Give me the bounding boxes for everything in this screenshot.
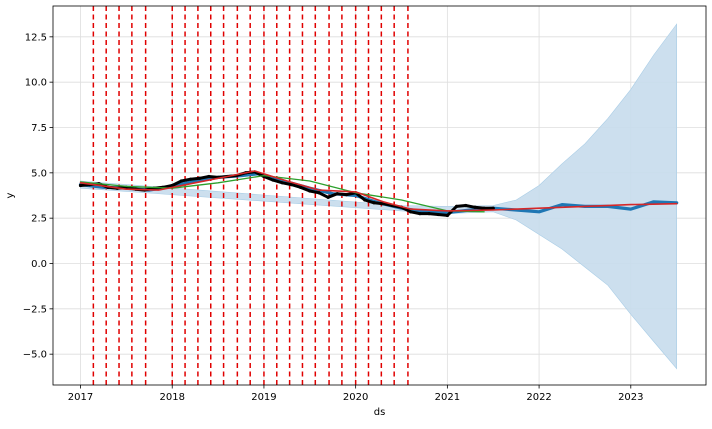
observed-point (464, 203, 468, 208)
observed-point (482, 206, 486, 210)
observed-point (170, 183, 174, 188)
observed-point (454, 204, 459, 208)
observed-point (381, 202, 385, 206)
x-tick-label: 2019 (251, 392, 276, 403)
x-tick-label: 2021 (435, 392, 460, 403)
y-tick-label: 5.0 (31, 168, 47, 179)
observed-point (78, 183, 83, 188)
y-tick-label: 2.5 (31, 214, 47, 225)
observed-point (198, 176, 202, 180)
y-tick-label: −5.0 (23, 350, 47, 361)
observed-point (409, 210, 413, 214)
observed-point (188, 177, 193, 181)
y-tick-label: 10.0 (25, 78, 47, 89)
observed-point (271, 178, 275, 182)
y-tick-label: −2.5 (23, 304, 47, 315)
x-tick-label: 2020 (343, 392, 368, 403)
observed-point (436, 212, 440, 217)
x-tick-label: 2018 (160, 392, 185, 403)
observed-point (207, 174, 211, 179)
y-tick-label: 12.5 (25, 32, 47, 43)
y-tick-label: 7.5 (31, 123, 47, 134)
observed-point (473, 205, 477, 209)
y-axis-label: y (5, 192, 16, 198)
observed-point (344, 192, 349, 197)
x-tick-label: 2023 (618, 392, 643, 403)
observed-point (427, 212, 431, 216)
x-axis-label: ds (374, 407, 386, 418)
observed-point (280, 181, 284, 185)
uncertainty-band (80, 23, 677, 370)
observed-point (179, 179, 183, 183)
observed-point (418, 212, 422, 216)
x-tick-label: 2022 (526, 392, 551, 403)
observed-point (308, 189, 312, 193)
observed-point (491, 206, 495, 210)
observed-point (372, 201, 376, 205)
observed-point (289, 183, 294, 187)
changepoint-layer (92, 6, 409, 385)
trend-line (79, 170, 678, 212)
plot-frame (52, 5, 707, 386)
observed-point (317, 191, 321, 195)
x-tick-label: 2017 (68, 392, 93, 403)
green-line (79, 174, 485, 213)
y-tick-label: 0.0 (31, 259, 47, 270)
observed-point (363, 198, 367, 202)
observed-point (445, 213, 449, 218)
uncertainty-band-layer (80, 23, 677, 370)
observed-point (335, 192, 339, 196)
observed-point (299, 185, 303, 189)
tick-layer: 2017 2018 2019 2020 2021 2022 2023 −5.0 −2.5 0.0 2… (23, 32, 644, 403)
observed-point (326, 195, 330, 199)
series-layer (78, 170, 679, 218)
